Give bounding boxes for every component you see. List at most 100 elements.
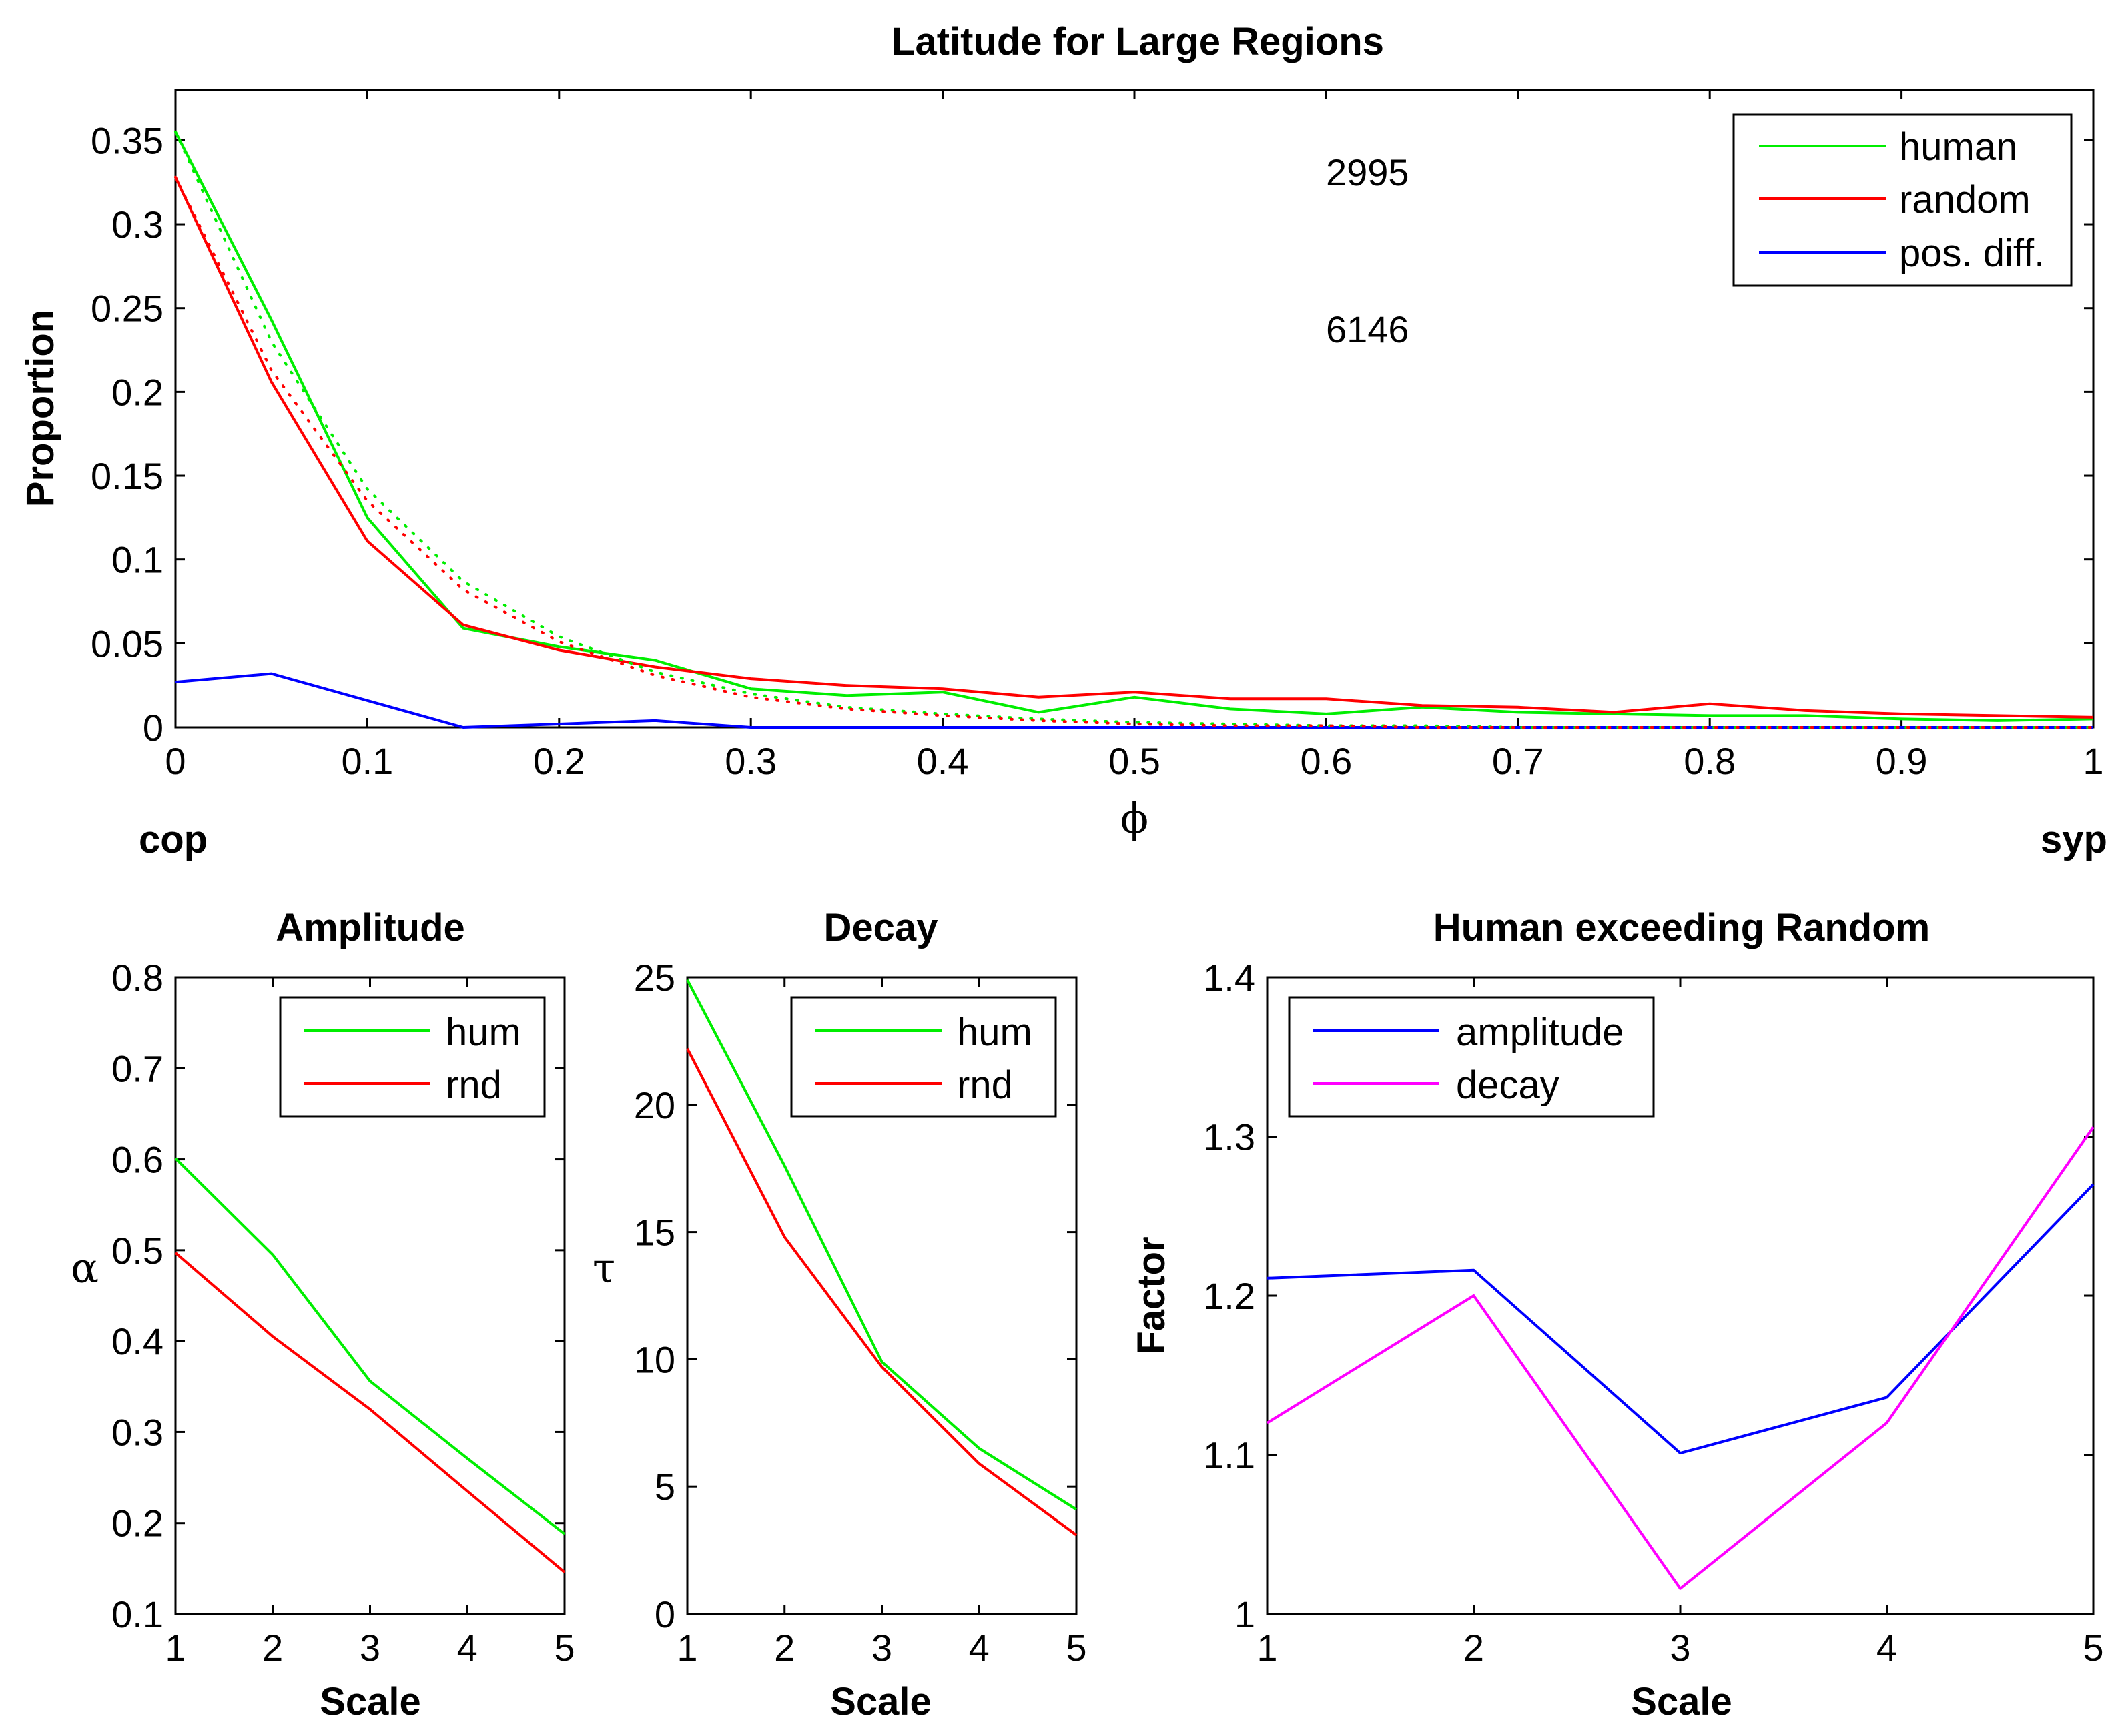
series-line-random-fit <box>174 175 2095 729</box>
x-tick-label: 4 <box>457 1627 478 1669</box>
x-tick-label: 0.5 <box>1108 740 1160 782</box>
chart-amplitude-plot-area <box>174 1157 566 1573</box>
x-tick-label: 1 <box>677 1627 697 1669</box>
legend-label-rnd: rnd <box>957 1063 1013 1107</box>
legend-label-random: random <box>1899 178 2031 222</box>
y-tick-label: 1.2 <box>1203 1275 1255 1317</box>
y-tick-label: 0.6 <box>111 1139 163 1181</box>
corner-label-cop: cop <box>139 818 208 861</box>
x-tick-label: 0.2 <box>533 740 585 782</box>
x-tick-label: 1 <box>1257 1627 1277 1669</box>
y-tick-label: 20 <box>634 1084 675 1126</box>
chart-amplitude-x-label: Scale <box>320 1680 421 1723</box>
x-tick-label: 0.7 <box>1492 740 1544 782</box>
series-line-amplitude <box>1267 1183 2095 1455</box>
chart-factor-y-label: Factor <box>1130 1236 1173 1354</box>
legend-box <box>1288 996 1655 1118</box>
chart-latitude-legend: human random pos. diff. <box>1732 113 2073 287</box>
y-tick-label: 0.1 <box>111 539 163 581</box>
legend-label-rnd: rnd <box>446 1063 502 1107</box>
y-tick-label: 0.8 <box>111 957 163 999</box>
x-tick-label: 4 <box>1876 1627 1897 1669</box>
legend-label-human: human <box>1899 125 2017 169</box>
y-tick-label: 5 <box>655 1466 675 1508</box>
x-tick-label: 2 <box>774 1627 795 1669</box>
y-tick-label: 1.4 <box>1203 957 1255 999</box>
chart-factor-legend: amplitude decay <box>1288 996 1655 1118</box>
x-tick-label: 4 <box>969 1627 990 1669</box>
x-tick-label: 3 <box>1670 1627 1690 1669</box>
chart-decay-x-label: Scale <box>830 1680 932 1723</box>
chart-latitude-x-label: ϕ <box>1120 794 1148 843</box>
chart-decay-legend: hum rnd <box>790 996 1057 1118</box>
legend-label-hum: hum <box>957 1011 1032 1054</box>
y-tick-label: 25 <box>634 957 675 999</box>
legend-box <box>279 996 546 1118</box>
series-line-random <box>174 176 2094 719</box>
chart-decay-x-ticks: 1 2 3 4 5 <box>677 977 1087 1669</box>
series-line-hum <box>174 1157 566 1535</box>
y-tick-label: 1.3 <box>1203 1116 1255 1158</box>
y-tick-label: 0.15 <box>91 455 163 497</box>
chart-factor-plot-area <box>1266 1126 2095 1590</box>
series-line-rnd <box>686 1047 1078 1537</box>
y-tick-label: 10 <box>634 1338 675 1380</box>
chart-latitude: Latitude for Large Regions 0 0.1 0.2 0.3 0.4… <box>19 20 2107 861</box>
chart-factor-x-label: Scale <box>1631 1680 1732 1723</box>
chart-decay-title: Decay <box>824 906 938 949</box>
chart-decay-plot-area <box>686 979 1078 1537</box>
x-tick-label: 1 <box>2083 740 2103 782</box>
chart-latitude-y-ticks: 0 0.05 0.1 0.15 0.2 0.25 0.3 0.35 <box>91 119 2093 749</box>
x-tick-label: 0.8 <box>1684 740 1736 782</box>
y-tick-label: 0.2 <box>111 1502 163 1545</box>
series-line-pos-diff <box>175 672 2093 729</box>
legend-label-pos-diff: pos. diff. <box>1899 232 2045 275</box>
chart-latitude-title: Latitude for Large Regions <box>892 20 1384 63</box>
chart-amplitude-legend: hum rnd <box>279 996 546 1118</box>
legend-box <box>790 996 1057 1118</box>
chart-factor-x-ticks: 1 2 3 4 5 <box>1257 977 2104 1669</box>
x-tick-label: 2 <box>262 1627 283 1669</box>
x-tick-label: 5 <box>1066 1627 1086 1669</box>
x-tick-label: 5 <box>2083 1627 2103 1669</box>
y-tick-label: 0.35 <box>91 119 163 161</box>
chart-amplitude-title: Amplitude <box>276 906 465 949</box>
annotation-count-2995: 2995 <box>1326 151 1409 193</box>
chart-factor-title: Human exceeding Random <box>1433 906 1930 949</box>
x-tick-label: 2 <box>1463 1627 1484 1669</box>
chart-amplitude: Amplitude 1 2 3 4 5 0.1 0.2 0.3 0.4 0.5 0.6 0.7 0.8… <box>71 906 575 1723</box>
x-tick-label: 0.1 <box>341 740 393 782</box>
chart-decay-y-label: τ <box>593 1244 615 1292</box>
y-tick-label: 0.5 <box>111 1230 163 1272</box>
y-tick-label: 0.1 <box>111 1593 163 1635</box>
series-line-human-fit <box>174 130 2095 729</box>
y-tick-label: 0.2 <box>111 371 163 413</box>
x-tick-label: 0 <box>165 740 186 782</box>
series-line-decay <box>1266 1126 2095 1590</box>
y-tick-label: 0.3 <box>111 203 163 246</box>
chart-decay: Decay 1 2 3 4 5 0 5 10 15 20 25 τ Scale hum rnd <box>593 906 1087 1723</box>
y-tick-label: 0.3 <box>111 1411 163 1453</box>
x-tick-label: 1 <box>165 1627 186 1669</box>
chart-latitude-plot-area <box>174 130 2095 729</box>
x-tick-label: 0.3 <box>725 740 777 782</box>
chart-amplitude-y-ticks: 0.1 0.2 0.3 0.4 0.5 0.6 0.7 0.8 <box>111 957 565 1635</box>
legend-label-decay: decay <box>1456 1063 1559 1107</box>
chart-latitude-y-label: Proportion <box>19 310 62 507</box>
y-tick-label: 0 <box>143 707 163 749</box>
x-tick-label: 0.4 <box>917 740 969 782</box>
y-tick-label: 0.05 <box>91 622 163 665</box>
chart-latitude-x-ticks: 0 0.1 0.2 0.3 0.4 0.5 0.6 0.7 0.8 0.9 1 <box>165 90 2104 782</box>
y-tick-label: 1 <box>1234 1593 1255 1635</box>
series-line-rnd <box>174 1252 566 1573</box>
x-tick-label: 0.9 <box>1876 740 1928 782</box>
chart-amplitude-y-label: α <box>71 1244 99 1292</box>
y-tick-label: 0.4 <box>111 1320 163 1362</box>
x-tick-label: 5 <box>554 1627 575 1669</box>
y-tick-label: 0 <box>655 1593 675 1635</box>
x-tick-label: 0.6 <box>1300 740 1352 782</box>
x-tick-label: 3 <box>871 1627 892 1669</box>
legend-label-hum: hum <box>446 1011 521 1054</box>
series-line-hum <box>686 979 1078 1511</box>
